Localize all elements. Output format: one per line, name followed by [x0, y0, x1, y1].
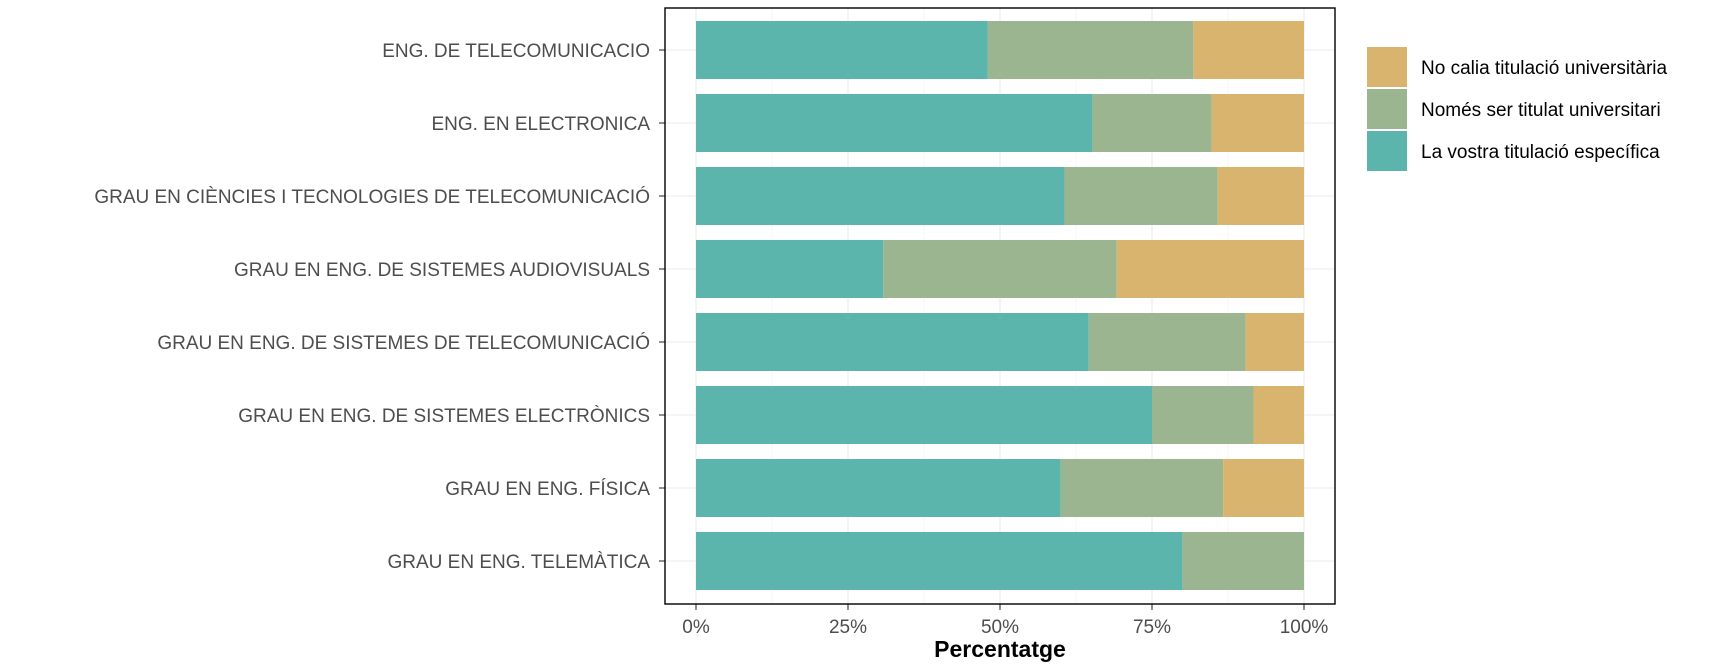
x-tick-label: 25%: [829, 617, 867, 638]
category-labels: ENG. DE TELECOMUNICACIO ENG. EN ELECTRONI…: [94, 41, 665, 573]
bar-segment: [696, 386, 1152, 444]
category-label: ENG. DE TELECOMUNICACIO: [382, 41, 650, 62]
bar-segment: [1253, 386, 1304, 444]
legend: No calia titulació universitària Només se…: [1367, 47, 1667, 171]
bar-segment: [696, 532, 1183, 590]
x-axis-title: Percentatge: [934, 636, 1066, 662]
legend-key: [1367, 47, 1407, 87]
legend-label: Només ser titulat universitari: [1421, 100, 1661, 121]
category-label: GRAU EN ENG. TELEMÀTICA: [387, 552, 650, 573]
x-tick-label: 100%: [1280, 617, 1329, 638]
legend-key: [1367, 131, 1407, 171]
bar-segment: [1245, 313, 1304, 371]
bar-segment: [1217, 167, 1304, 225]
bar-segment: [1060, 459, 1224, 517]
category-label: GRAU EN ENG. FÍSICA: [445, 479, 650, 500]
category-label: GRAU EN ENG. DE SISTEMES DE TELECOMUNICA…: [157, 332, 650, 354]
bar-segment: [696, 167, 1065, 225]
category-label: ENG. EN ELECTRONICA: [431, 114, 650, 135]
bar-segment: [696, 94, 1093, 152]
bar-segment: [1193, 21, 1304, 79]
bar-segment: [1211, 94, 1304, 152]
bar-segment: [1116, 240, 1304, 298]
legend-label: La vostra titulació específica: [1421, 142, 1660, 163]
category-label: GRAU EN ENG. DE SISTEMES ELECTRÒNICS: [238, 405, 650, 427]
bar-segment: [883, 240, 1117, 298]
bar-segment: [696, 313, 1089, 371]
x-tick-label: 50%: [981, 617, 1019, 638]
x-tick-label: 0%: [682, 617, 710, 638]
bar-segment: [1223, 459, 1304, 517]
bar-segment: [696, 459, 1061, 517]
bar-segment: [696, 21, 988, 79]
plot-panel-border: [664, 7, 1336, 605]
legend-label: No calia titulació universitària: [1421, 58, 1667, 79]
bar-segment: [1064, 167, 1218, 225]
bar-segment: [987, 21, 1194, 79]
bar-segment: [1182, 532, 1304, 590]
category-label: GRAU EN ENG. DE SISTEMES AUDIOVISUALS: [234, 260, 650, 281]
bars: [696, 21, 1304, 590]
bar-segment: [696, 240, 884, 298]
category-label: GRAU EN CIÈNCIES I TECNOLOGIES DE TELECO…: [94, 186, 650, 208]
legend-key: [1367, 89, 1407, 129]
bar-segment: [1092, 94, 1212, 152]
bar-segment: [1152, 386, 1254, 444]
x-tick-label: 75%: [1133, 617, 1171, 638]
x-tick-labels: 0% 25% 50% 75% 100%: [682, 604, 1328, 638]
bar-segment: [1088, 313, 1246, 371]
